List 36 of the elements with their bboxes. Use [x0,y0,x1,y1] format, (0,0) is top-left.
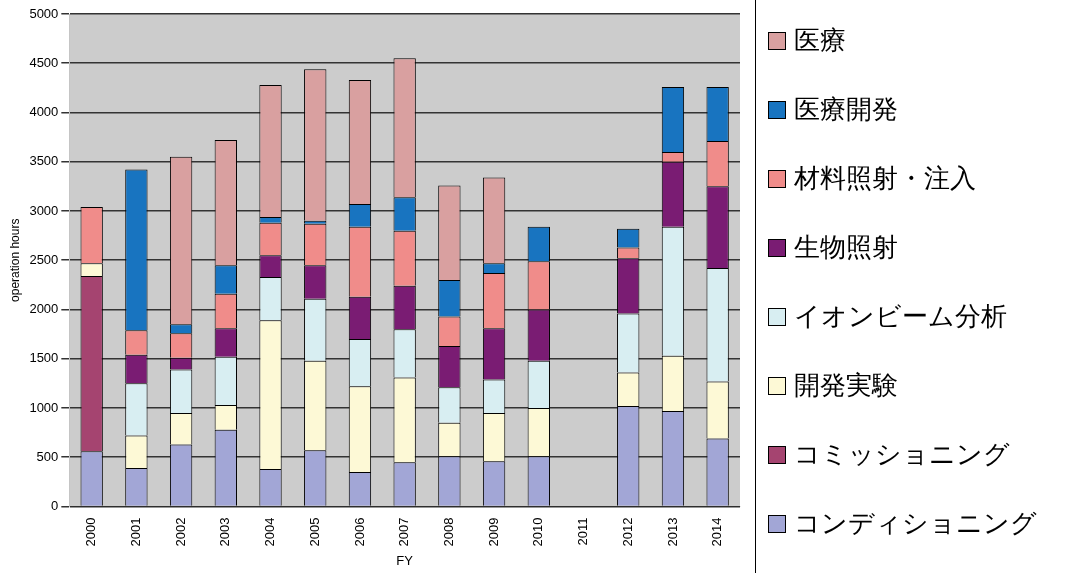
x-tick-label: 2012 [619,517,635,547]
y-axis-title: operation hours [7,218,22,302]
y-tick-label: 1000 [29,399,59,415]
x-tick-label: 2009 [485,517,501,547]
legend-label: コミッショニング [794,438,1010,471]
x-tick-label: 2013 [664,517,680,547]
legend-label: イオンビーム分析 [794,300,1007,333]
x-tick-label: 2010 [530,517,546,547]
legend-label: コンディショニング [794,507,1037,540]
x-tick-label: 2000 [83,517,99,547]
y-tick-label: 2000 [29,301,59,317]
legend-label: 医療開発 [794,93,898,126]
x-tick-label: 2005 [306,517,322,547]
x-tick-label: 2004 [262,517,278,547]
y-tick-label: 0 [51,498,59,514]
legend-label: 生物照射 [794,231,898,264]
x-tick-label: 2003 [217,517,233,547]
x-axis-title: FY [396,552,414,568]
x-tick-label: 2002 [172,517,188,547]
y-tick-label: 4500 [29,54,59,70]
y-tick-label: 5000 [29,5,59,21]
y-tick-label: 3500 [29,153,59,169]
legend-label: 開発実験 [794,369,898,402]
y-tick-label: 2500 [29,251,59,267]
legend-label: 材料照射・注入 [794,162,976,195]
x-tick-label: 2006 [351,517,367,547]
x-tick-label: 2001 [127,517,143,547]
y-tick-label: 3000 [29,202,59,218]
y-tick-label: 4000 [29,104,59,120]
x-tick-label: 2007 [396,517,412,547]
legend-label: 医療 [794,24,846,57]
y-tick-label: 500 [36,448,59,464]
x-tick-label: 2008 [440,517,456,547]
x-tick-label: 2011 [575,517,591,546]
x-tick-label: 2014 [709,517,725,547]
y-tick-label: 1500 [29,350,59,366]
